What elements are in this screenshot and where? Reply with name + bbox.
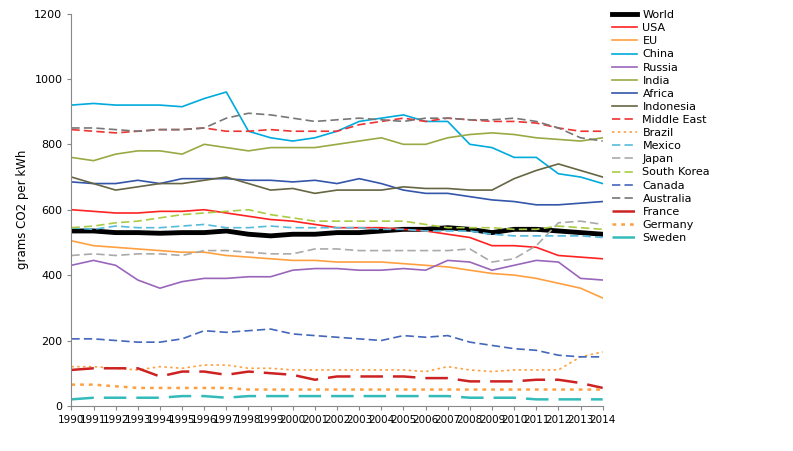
Y-axis label: grams CO2 per kWh: grams CO2 per kWh (16, 150, 29, 269)
Legend: World, USA, EU, China, Russia, India, Africa, Indonesia, Middle East, Brazil, Me: World, USA, EU, China, Russia, India, Af… (608, 6, 714, 248)
